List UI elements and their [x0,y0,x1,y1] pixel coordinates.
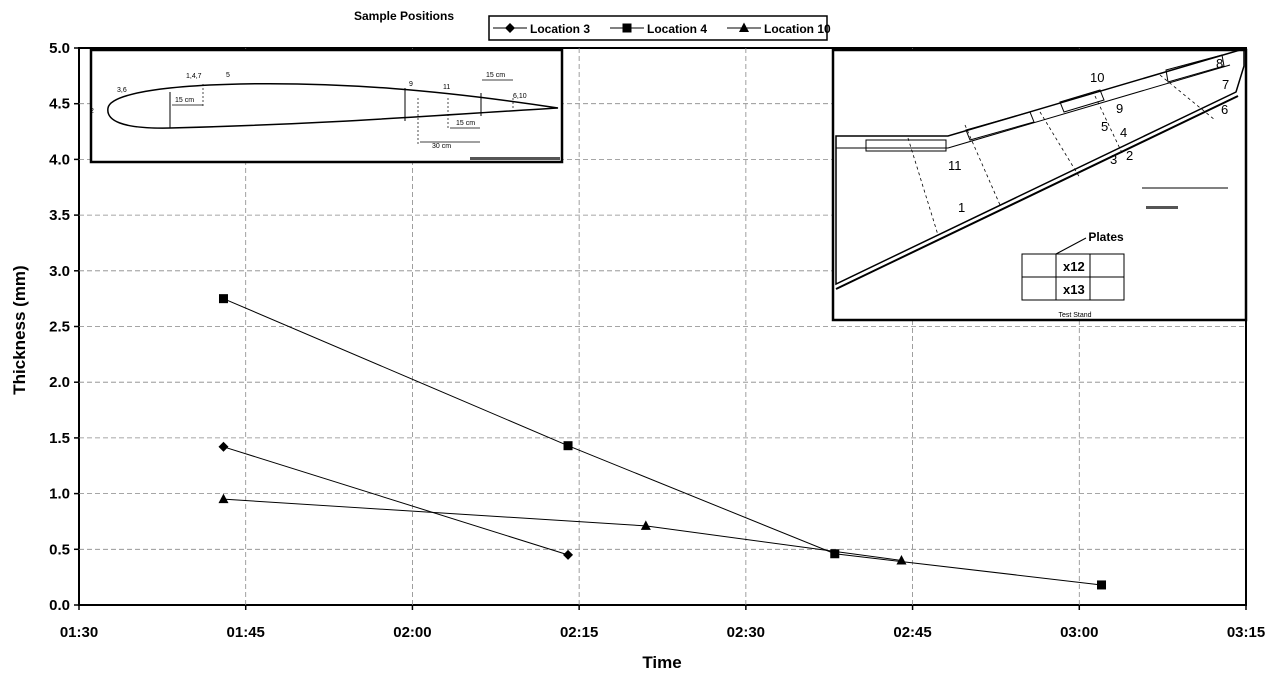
y-tick-label: 3.0 [49,263,70,280]
data-point-location-10 [896,554,907,565]
airfoil-dimension-label: 15 cm [456,120,475,127]
airfoil-position-label: 2 [90,108,94,115]
wing-position-label: 2 [1126,148,1133,163]
legend-marker-location-4 [622,23,632,33]
x-tick-label: 02:30 [727,624,765,641]
legend-marker-location-10 [739,22,749,32]
legend-label-location-4: Location 4 [647,22,707,36]
plates-label: Plates [1088,230,1124,244]
wing-position-label: 6 [1221,102,1228,117]
axis-ticks: 0.0 0.5 1.0 1.5 2.0 2.5 3.0 3.5 4.0 4.5 5.0 01:30 01… [49,40,1265,641]
wing-position-label: 10 [1090,70,1104,85]
airfoil-position-label: 6,10 [513,93,527,100]
airfoil-dimension-label: 15 cm [175,97,194,104]
y-tick-label: 0.0 [49,597,70,614]
legend-label-location-3: Location 3 [530,22,590,36]
airfoil-position-label: 1,4,7 [186,73,202,80]
data-point-location-3 [563,549,574,560]
series-layer [218,294,1107,590]
airfoil-position-label: 11 [443,84,450,91]
airfoil-position-label: 5 [226,72,230,79]
y-tick-label: 4.0 [49,151,70,168]
x-tick-label: 02:15 [560,624,598,641]
y-tick-label: 1.5 [49,430,70,447]
wing-position-label: 4 [1120,125,1127,140]
data-point-location-4 [218,294,228,304]
wing-position-label: 1 [958,200,965,215]
x-axis-title: Time [642,653,681,672]
y-tick-label: 3.5 [49,207,70,224]
x-tick-label: 03:15 [1227,624,1265,641]
y-tick-label: 5.0 [49,40,70,57]
x-tick-label: 01:45 [227,624,265,641]
test-stand-label: Test Stand [1058,312,1091,319]
data-point-location-4 [830,549,840,559]
data-point-location-3 [218,441,229,452]
legend-marker-location-3 [505,23,515,33]
y-tick-label: 4.5 [49,96,70,113]
wing-position-label: 9 [1116,101,1123,116]
data-point-location-10 [218,493,229,504]
series-line-location-3 [223,446,569,556]
legend-box [488,15,828,41]
plate-13-label: x13 [1063,282,1085,297]
data-point-location-4 [563,441,573,451]
airfoil-dimension-label: 30 cm [432,143,451,150]
x-tick-label: 03:00 [1060,624,1098,641]
y-axis-title: Thickness (mm) [10,265,29,394]
legend: Location 3 Location 4 Location 10 [488,15,831,41]
airfoil-inset: 2 3,6 1,4,7 5 9 11 6,10 15 cm 15 cm 15 cm 30 cm [89,48,564,164]
x-tick-label: 01:30 [60,624,98,641]
x-tick-label: 02:45 [893,624,931,641]
data-point-location-4 [1097,580,1107,590]
sample-positions-label: Sample Positions [354,9,454,23]
data-point-location-10 [640,520,651,530]
wing-position-label: 3 [1110,152,1117,167]
series-line-location-4 [223,298,1102,586]
y-tick-label: 2.5 [49,319,70,336]
wing-position-label: 11 [948,158,962,173]
plate-12-label: x12 [1063,259,1085,274]
wing-position-label: 8 [1216,56,1223,71]
wing-position-label: 5 [1101,119,1108,134]
wing-position-label: 7 [1222,77,1229,92]
legend-label-location-10: Location 10 [764,22,831,36]
airfoil-dimension-label: 15 cm [486,72,505,79]
x-tick-label: 02:00 [393,624,431,641]
y-tick-label: 2.0 [49,374,70,391]
y-tick-label: 1.0 [49,486,70,503]
airfoil-position-label: 3,6 [117,87,127,94]
y-tick-label: 0.5 [49,541,70,558]
airfoil-position-label: 9 [409,81,413,88]
